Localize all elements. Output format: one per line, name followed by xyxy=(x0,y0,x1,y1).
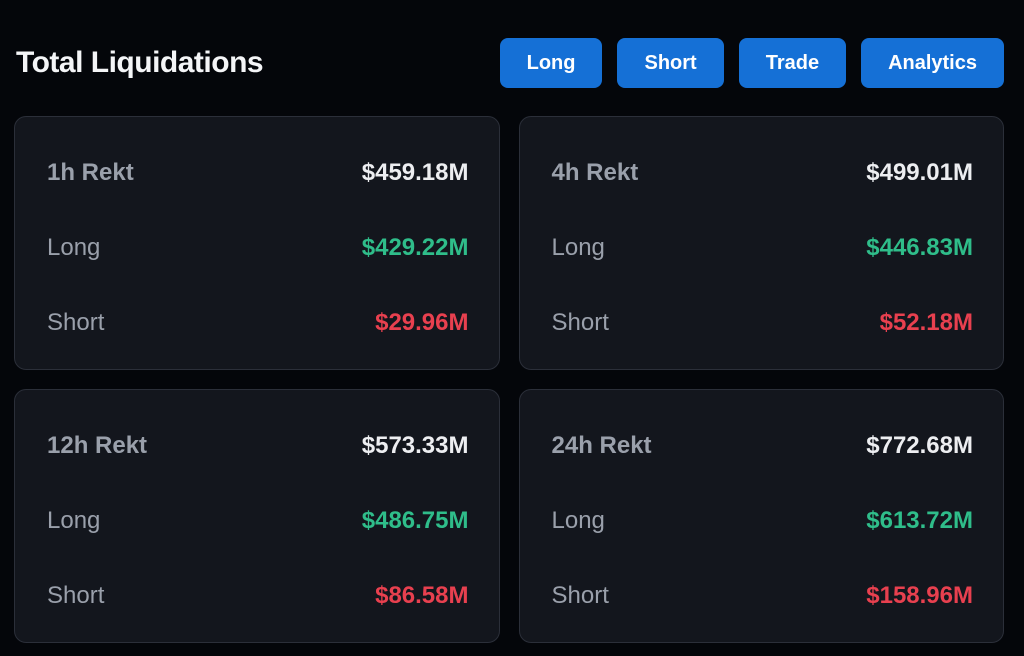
filter-toolbar: Long Short Trade Analytics xyxy=(499,38,1004,88)
total-row: 12h Rekt $573.33M xyxy=(47,434,469,458)
total-value: $772.68M xyxy=(866,432,973,459)
total-value: $573.33M xyxy=(361,432,469,459)
total-value: $499.01M xyxy=(866,159,973,186)
short-value: $158.96M xyxy=(866,582,973,609)
long-value: $446.83M xyxy=(866,234,973,261)
total-row: 24h Rekt $772.68M xyxy=(552,434,974,458)
page-title: Total Liquidations xyxy=(16,46,264,79)
long-value: $613.72M xyxy=(866,507,973,534)
long-row: Long $613.72M xyxy=(552,509,974,533)
total-row: 4h Rekt $499.01M xyxy=(552,161,974,185)
rekt-card-12h: 12h Rekt $573.33M Long $486.75M Short $8… xyxy=(14,389,500,643)
period-label: 4h Rekt xyxy=(551,159,639,186)
total-value: $459.18M xyxy=(361,159,469,186)
period-label: 1h Rekt xyxy=(47,159,134,186)
long-label: Long xyxy=(551,234,605,261)
period-label: 12h Rekt xyxy=(47,432,148,459)
rekt-card-4h: 4h Rekt $499.01M Long $446.83M Short $52… xyxy=(518,116,1004,370)
rekt-card-24h: 24h Rekt $772.68M Long $613.72M Short $1… xyxy=(518,389,1004,643)
long-label: Long xyxy=(47,507,101,534)
trade-filter-button[interactable]: Trade xyxy=(738,38,847,88)
long-row: Long $486.75M xyxy=(47,509,469,533)
header: Total Liquidations Long Short Trade Anal… xyxy=(0,0,1024,116)
short-row: Short $52.18M xyxy=(552,311,974,335)
rekt-cards-grid: 1h Rekt $459.18M Long $429.22M Short $29… xyxy=(0,116,1024,656)
short-row: Short $29.96M xyxy=(47,311,469,335)
rekt-card-1h: 1h Rekt $459.18M Long $429.22M Short $29… xyxy=(14,116,500,370)
long-value: $486.75M xyxy=(361,507,469,534)
short-label: Short xyxy=(47,309,105,336)
short-label: Short xyxy=(551,309,609,336)
short-label: Short xyxy=(551,582,609,609)
short-row: Short $158.96M xyxy=(552,584,974,608)
long-filter-button[interactable]: Long xyxy=(499,38,603,88)
short-value: $52.18M xyxy=(879,309,973,336)
analytics-filter-button[interactable]: Analytics xyxy=(861,38,1004,88)
short-filter-button[interactable]: Short xyxy=(617,38,724,88)
long-label: Long xyxy=(47,234,101,261)
long-value: $429.22M xyxy=(361,234,469,261)
period-label: 24h Rekt xyxy=(551,432,652,459)
short-row: Short $86.58M xyxy=(47,584,469,608)
long-label: Long xyxy=(551,507,605,534)
total-row: 1h Rekt $459.18M xyxy=(47,161,469,185)
long-row: Long $429.22M xyxy=(47,236,469,260)
short-value: $29.96M xyxy=(375,309,469,336)
short-value: $86.58M xyxy=(375,582,469,609)
short-label: Short xyxy=(47,582,105,609)
long-row: Long $446.83M xyxy=(552,236,974,260)
